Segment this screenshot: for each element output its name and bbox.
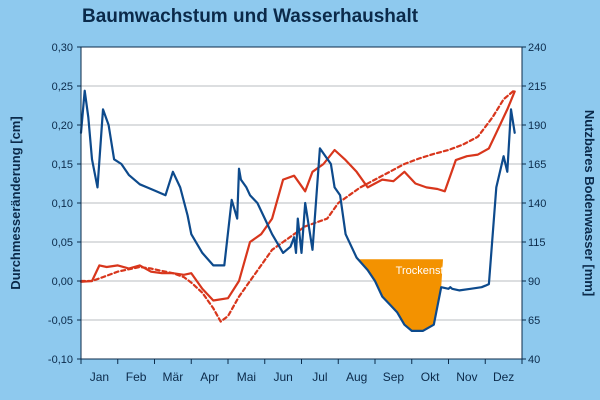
y-left-tick-label: 0,20	[52, 120, 73, 132]
y-right-tick-label: 240	[528, 42, 546, 54]
trockenstress-area	[338, 259, 443, 331]
series-lines	[79, 88, 516, 332]
y-right-tick-label: 90	[528, 276, 540, 288]
y-left-tick-label: 0,05	[52, 237, 73, 249]
x-tick-label: Feb	[126, 370, 147, 384]
y-left-tick-label: 0,10	[52, 198, 73, 210]
y-right-tick-label: 215	[528, 81, 546, 93]
x-tick-label: Sep	[383, 370, 405, 384]
axis-ticks: -0,10 -0,05 0,00 0,05 0,10 0,15 0,20 0,25 0,30 40…	[48, 42, 546, 384]
y-axis-right-label: Nutzbares Bodenwasser [mm]	[582, 110, 597, 296]
y-left-tick-label: 0,15	[52, 159, 73, 171]
x-tick-label: Jul	[312, 370, 327, 384]
x-tick-label: Jun	[273, 370, 292, 384]
x-tick-label: Okt	[421, 370, 440, 384]
y-right-tick-label: 65	[528, 315, 540, 327]
x-tick-label: Nov	[456, 370, 477, 384]
series-diameter-line	[79, 90, 516, 302]
x-tick-label: Jan	[90, 370, 109, 384]
series-diameter-dashed-line	[79, 88, 516, 323]
x-tick-label: Mai	[237, 370, 256, 384]
y-left-tick-label: -0,05	[48, 315, 73, 327]
y-left-tick-label: 0,30	[52, 42, 73, 54]
y-left-tick-label: 0,25	[52, 81, 73, 93]
y-axis-left-label: Durchmesseränderung [cm]	[8, 116, 23, 289]
chart-title: Baumwachstum und Wasserhaushalt	[82, 6, 419, 27]
y-right-tick-label: 165	[528, 159, 546, 171]
y-right-tick-label: 115	[528, 237, 546, 249]
x-tick-label: Dez	[493, 370, 514, 384]
x-tick-label: Apr	[200, 370, 219, 384]
y-left-tick-label: 0,00	[52, 276, 73, 288]
trockenstress-label: Trockenstress	[396, 265, 465, 277]
series-water-line	[79, 89, 516, 332]
y-right-tick-label: 40	[528, 354, 540, 366]
x-tick-label: Aug	[346, 370, 367, 384]
y-left-tick-label: -0,10	[48, 354, 73, 366]
y-right-tick-label: 140	[528, 198, 546, 210]
x-tick-label: Mär	[163, 370, 184, 384]
y-right-tick-label: 190	[528, 120, 546, 132]
